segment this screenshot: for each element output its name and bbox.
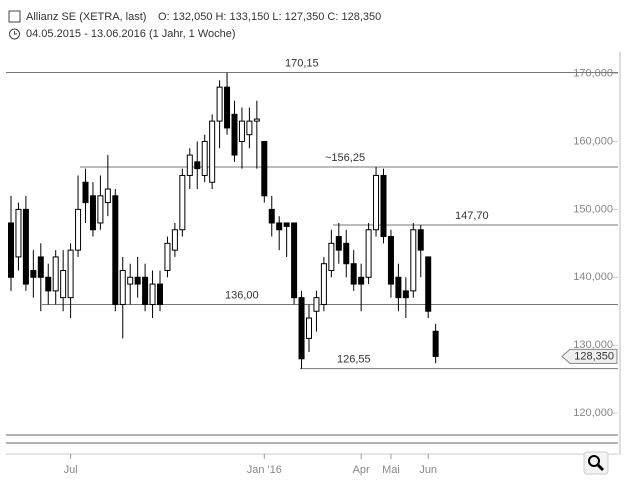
candle-body — [246, 120, 253, 136]
candle-body — [261, 140, 268, 197]
candle-body — [358, 276, 365, 285]
candle-body — [112, 195, 119, 305]
candle-body — [216, 86, 223, 122]
candle-body — [22, 208, 29, 285]
candle-body — [335, 236, 342, 251]
candle-body — [387, 236, 394, 285]
candle-body — [8, 222, 14, 278]
clock-icon — [9, 28, 20, 40]
candle-body — [171, 229, 178, 251]
x-tick-label: Jul — [64, 464, 78, 476]
candle-body — [52, 256, 59, 292]
x-tick-label: Mai — [382, 464, 400, 476]
candle-body — [238, 120, 245, 142]
candle-body — [313, 297, 320, 312]
y-tick-label: 150,000 — [573, 203, 613, 215]
candle-body — [194, 161, 201, 170]
level-label: 136,00 — [225, 289, 259, 301]
clock-hand — [14, 31, 17, 35]
y-tick-label: 140,000 — [573, 271, 613, 283]
candle-body — [410, 229, 417, 292]
candle-body — [97, 195, 104, 224]
candle-body — [306, 317, 312, 339]
candle-body — [231, 113, 238, 156]
period: 04.05.2015 - 13.06.2016 (1 Jahr, 1 Woche… — [26, 28, 236, 40]
y-tick-label: 130,000 — [573, 339, 613, 351]
y-tick-label: 120,000 — [573, 407, 613, 419]
candle-body — [119, 270, 126, 305]
candle-body — [37, 256, 44, 278]
zoom-lens[interactable] — [588, 455, 600, 467]
candle-body — [268, 208, 275, 224]
ohlc-text: O: 132,050 H: 133,150 L: 127,350 C: 128,… — [158, 11, 381, 23]
candle-body — [142, 276, 149, 305]
x-tick-label: Apr — [353, 464, 370, 476]
candle-body — [157, 283, 163, 305]
candle-body — [149, 283, 156, 305]
icons — [8, 10, 21, 40]
candle-body — [343, 242, 350, 265]
candle-body — [350, 263, 357, 285]
candle-body — [164, 242, 171, 272]
level-label: 170,15 — [285, 57, 319, 69]
candle-body — [395, 276, 402, 299]
candle-body — [320, 263, 327, 305]
price-tag-label: 128,350 — [574, 350, 614, 362]
candle-body — [82, 181, 89, 204]
candle-body — [30, 270, 37, 278]
level-label: 126,55 — [337, 354, 371, 366]
candle-body — [201, 140, 208, 176]
candle-body — [45, 276, 52, 292]
candle-body — [328, 242, 335, 272]
candle-body — [283, 222, 290, 227]
zoom-handle[interactable] — [596, 463, 605, 472]
candle-body — [67, 249, 74, 299]
zoom-button[interactable] — [583, 451, 609, 475]
price-tag — [561, 348, 618, 364]
candle-body — [365, 229, 372, 278]
candle-body — [60, 270, 67, 299]
candle-body — [15, 208, 22, 258]
x-tick-label: Jun — [419, 464, 437, 476]
level-label: ~156,25 — [325, 152, 365, 164]
candle-body — [276, 222, 283, 231]
zoom-box[interactable] — [583, 451, 609, 475]
candle-body — [425, 256, 432, 312]
candle-body — [380, 174, 387, 238]
candle-body — [89, 195, 96, 231]
candle-body — [298, 297, 305, 360]
level-label: 147,70 — [455, 210, 489, 222]
candle-body — [127, 276, 134, 285]
y-tick-label: 170,000 — [573, 67, 613, 79]
candle-body — [402, 290, 409, 299]
candle-body — [224, 86, 231, 129]
candle-body — [186, 154, 193, 176]
candle-body — [104, 188, 111, 204]
candle-body — [134, 276, 141, 285]
candle-body — [253, 118, 260, 122]
candle-body — [291, 222, 298, 299]
candle-body — [417, 229, 424, 251]
candle-body — [179, 174, 186, 231]
y-tick-label: 160,000 — [573, 135, 613, 147]
icon — [8, 10, 21, 23]
candle-body — [75, 208, 82, 251]
x-tick-label: Jan '16 — [247, 464, 282, 476]
chart-title: Allianz SE (XETRA, last) — [26, 11, 146, 23]
candle-body — [209, 120, 216, 183]
candle-body — [432, 330, 439, 357]
candle-body — [373, 174, 380, 231]
